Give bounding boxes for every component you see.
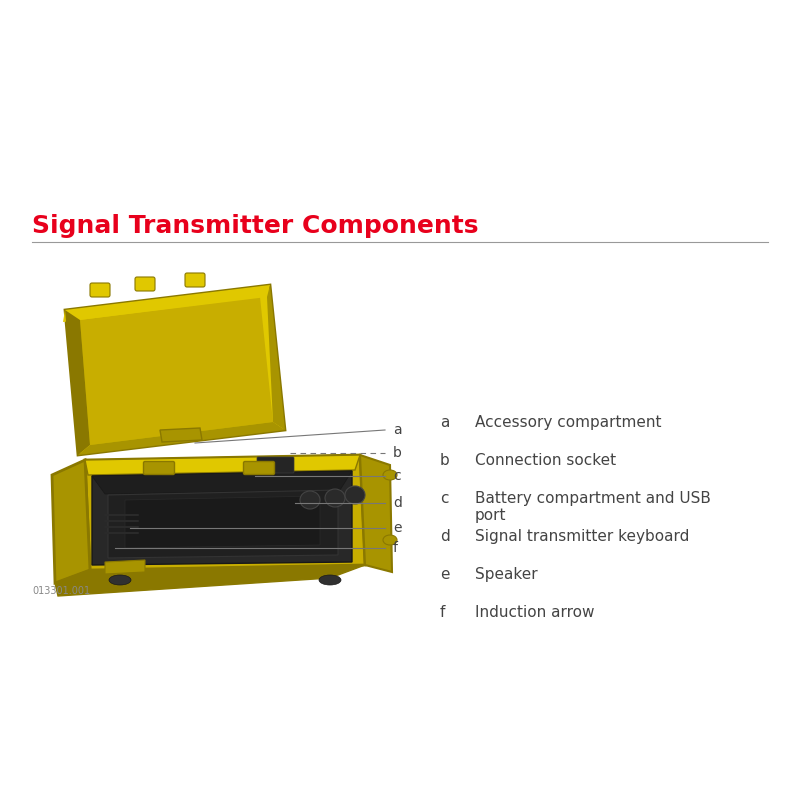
Text: a: a bbox=[440, 415, 450, 430]
Ellipse shape bbox=[300, 491, 320, 509]
Polygon shape bbox=[92, 471, 352, 565]
Polygon shape bbox=[65, 310, 90, 455]
Text: a: a bbox=[393, 423, 402, 437]
Polygon shape bbox=[78, 422, 285, 455]
Text: e: e bbox=[440, 567, 450, 582]
FancyBboxPatch shape bbox=[185, 273, 205, 287]
Ellipse shape bbox=[383, 470, 397, 480]
Text: b: b bbox=[440, 453, 450, 468]
Polygon shape bbox=[52, 460, 90, 583]
Text: f: f bbox=[393, 541, 398, 555]
FancyBboxPatch shape bbox=[257, 457, 294, 473]
FancyBboxPatch shape bbox=[243, 462, 274, 474]
FancyBboxPatch shape bbox=[90, 283, 110, 297]
Text: f: f bbox=[440, 605, 446, 620]
Text: Connection socket: Connection socket bbox=[475, 453, 616, 468]
Polygon shape bbox=[160, 428, 202, 442]
Text: Signal Transmitter Components: Signal Transmitter Components bbox=[32, 214, 478, 238]
Text: e: e bbox=[393, 521, 402, 535]
Text: d: d bbox=[393, 496, 402, 510]
Polygon shape bbox=[65, 285, 285, 455]
Text: Signal transmitter keyboard: Signal transmitter keyboard bbox=[475, 529, 690, 544]
Polygon shape bbox=[105, 560, 145, 574]
Polygon shape bbox=[63, 285, 270, 322]
Text: 013301.001: 013301.001 bbox=[32, 586, 90, 596]
Ellipse shape bbox=[325, 489, 345, 507]
Polygon shape bbox=[80, 297, 273, 445]
Polygon shape bbox=[125, 496, 320, 548]
Ellipse shape bbox=[109, 575, 131, 585]
FancyBboxPatch shape bbox=[135, 277, 155, 291]
Ellipse shape bbox=[345, 486, 365, 504]
Polygon shape bbox=[267, 285, 285, 430]
Text: Speaker: Speaker bbox=[475, 567, 538, 582]
Text: c: c bbox=[393, 469, 401, 483]
Text: Accessory compartment: Accessory compartment bbox=[475, 415, 662, 430]
Text: d: d bbox=[440, 529, 450, 544]
FancyBboxPatch shape bbox=[143, 462, 174, 474]
Text: Battery compartment and USB
port: Battery compartment and USB port bbox=[475, 491, 711, 523]
Ellipse shape bbox=[383, 535, 397, 545]
Text: Induction arrow: Induction arrow bbox=[475, 605, 594, 620]
Polygon shape bbox=[108, 490, 338, 558]
Polygon shape bbox=[92, 471, 352, 494]
Polygon shape bbox=[85, 455, 365, 570]
Polygon shape bbox=[55, 565, 365, 596]
Text: c: c bbox=[440, 491, 449, 506]
Text: b: b bbox=[393, 446, 402, 460]
Ellipse shape bbox=[319, 575, 341, 585]
Polygon shape bbox=[360, 455, 392, 572]
Polygon shape bbox=[85, 455, 360, 475]
